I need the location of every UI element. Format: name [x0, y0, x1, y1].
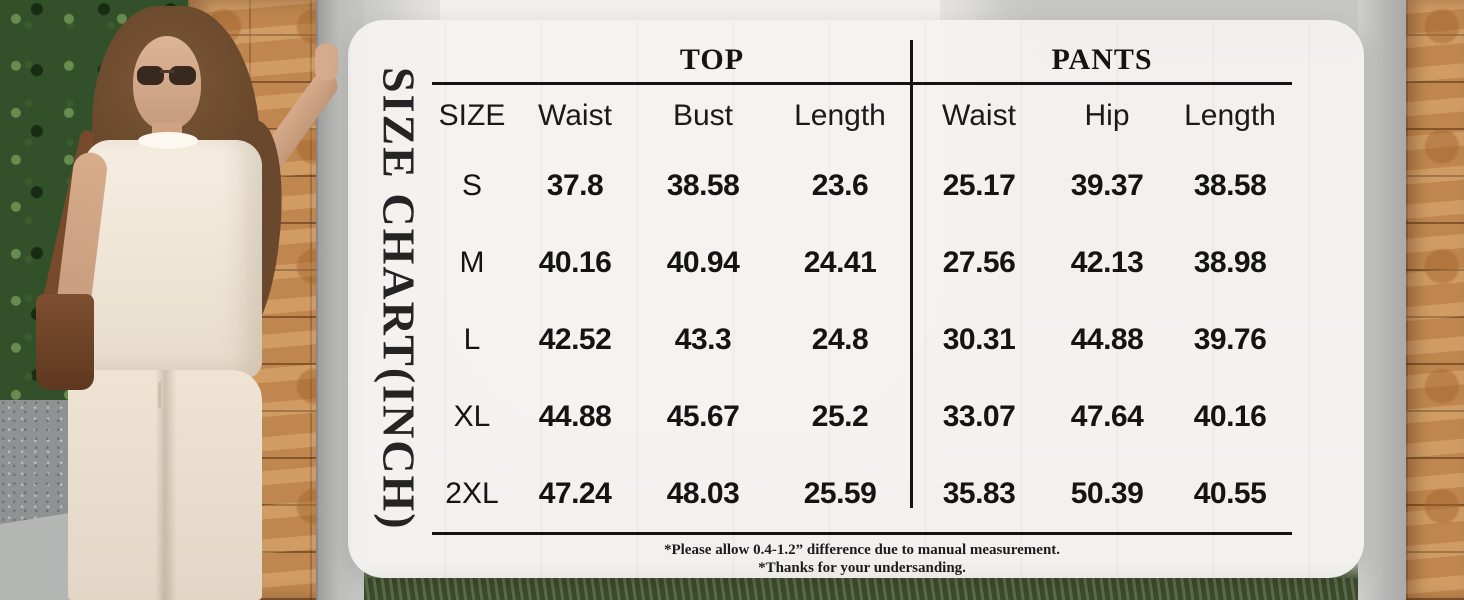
table-cell: 30.31 [942, 322, 1016, 356]
table-bottom-border [432, 532, 1292, 535]
table-cell: 40.16 [1193, 399, 1267, 433]
sunglasses-right-lens [169, 66, 196, 85]
measurement-notes: *Please allow 0.4-1.2” difference due to… [432, 535, 1292, 577]
top-collar [138, 132, 198, 149]
row-xl-size-label: XL [453, 399, 491, 433]
row-2xl-size-label: 2XL [445, 476, 499, 510]
knit-top [84, 140, 262, 378]
table-cell: 39.37 [1070, 168, 1144, 202]
row-l-size-label: L [463, 322, 481, 356]
table-cell: 42.52 [538, 322, 612, 356]
sunglasses-bridge [160, 70, 174, 73]
row-s-size-label: S [461, 168, 482, 202]
table-cell: 33.07 [942, 399, 1016, 433]
table-cell: 35.83 [942, 476, 1016, 510]
table-cell: 45.67 [666, 399, 740, 433]
column-header-top-bust: Bust [672, 99, 734, 132]
model-figure [0, 0, 345, 600]
table-cell: 43.3 [674, 322, 732, 356]
table-cell: 44.88 [538, 399, 612, 433]
table-cell: 37.8 [546, 168, 604, 202]
size-chart-table: TOP PANTS SIZE Waist Bust Length Waist H… [432, 38, 1292, 577]
table-cell: 38.98 [1193, 245, 1267, 279]
knit-pants [68, 370, 262, 600]
table-cell: 24.8 [811, 322, 869, 356]
table-cell: 27.56 [942, 245, 1016, 279]
table-cell: 39.76 [1193, 322, 1267, 356]
table-cell: 42.13 [1070, 245, 1144, 279]
table-cell: 50.39 [1070, 476, 1144, 510]
size-chart-panel: SIZE CHART(INCH) TOP PANTS SIZE Waist Bu… [348, 20, 1364, 578]
stone-wall-right [1406, 0, 1464, 600]
table-cell: 25.2 [811, 399, 869, 433]
shoulder-bag [36, 294, 94, 390]
table-cell: 40.16 [538, 245, 612, 279]
table-cell: 47.64 [1070, 399, 1144, 433]
grass-strip [330, 578, 1376, 600]
column-header-pants-length: Length [1184, 99, 1276, 132]
table-cell: 44.88 [1070, 322, 1144, 356]
note-measurement-tolerance: *Please allow 0.4-1.2” difference due to… [663, 542, 1061, 558]
top-pants-divider-line [910, 40, 913, 508]
table-cell: 25.17 [942, 168, 1016, 202]
note-thanks: *Thanks for your undersanding. [758, 560, 966, 576]
column-header-pants-hip: Hip [1084, 99, 1130, 132]
model-hand [315, 44, 338, 80]
table-cell: 38.58 [666, 168, 740, 202]
spacer-cell [432, 38, 512, 82]
sunglasses-left-lens [137, 66, 164, 85]
table-cell: 23.6 [811, 168, 869, 202]
table-cell: 48.03 [666, 476, 740, 510]
table-cell: 40.55 [1193, 476, 1267, 510]
column-header-top-length: Length [794, 99, 886, 132]
group-header-top: TOP [679, 43, 745, 76]
column-header-size: SIZE [438, 99, 506, 132]
table-cell: 24.41 [803, 245, 877, 279]
group-header-pants: PANTS [1051, 43, 1153, 76]
size-chart-title: SIZE CHART(INCH) [373, 67, 425, 531]
gray-wall-right [1358, 0, 1408, 600]
table-cell: 40.94 [666, 245, 740, 279]
table-cell: 38.58 [1193, 168, 1267, 202]
row-m-size-label: M [459, 245, 485, 279]
table-top-border [432, 82, 1292, 85]
column-header-pants-waist: Waist [942, 99, 1016, 132]
table-cell: 25.59 [803, 476, 877, 510]
column-header-top-waist: Waist [538, 99, 612, 132]
pants-drawstring [158, 382, 161, 408]
table-cell: 47.24 [538, 476, 612, 510]
